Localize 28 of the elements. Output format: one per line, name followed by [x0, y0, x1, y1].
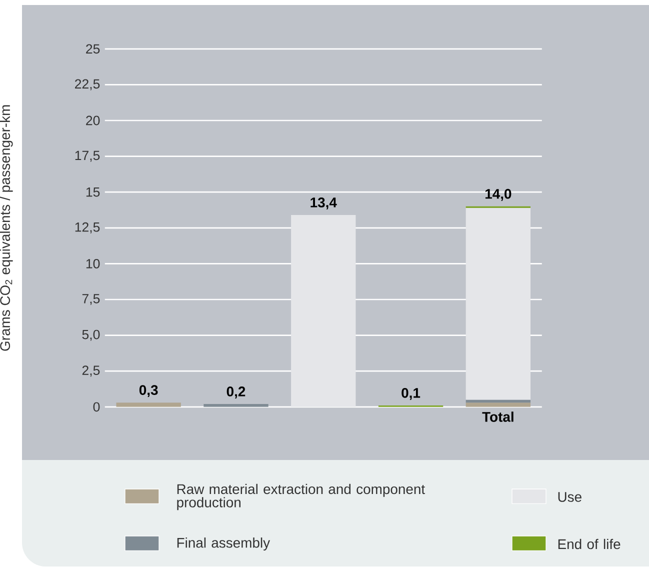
- y-tick-label: 5,0: [82, 330, 100, 341]
- y-tick-label: 2,5: [82, 366, 100, 377]
- bar: [466, 400, 531, 403]
- bar: [291, 215, 356, 407]
- total-label: 0,1: [402, 388, 420, 400]
- legend-label: End of life: [558, 538, 620, 550]
- bar: [466, 402, 531, 407]
- y-tick-label: 25: [86, 44, 100, 54]
- legend-label: Use: [558, 492, 582, 502]
- x-tick-label: Total: [482, 412, 514, 422]
- total-label: 0,2: [226, 386, 246, 398]
- bar: [466, 208, 531, 400]
- y-tick-label: 17,5: [75, 150, 100, 162]
- y-tick-label: 0: [93, 402, 100, 412]
- y-tick-label: 22,5: [75, 79, 100, 90]
- y-tick-label: 7,5: [82, 294, 100, 305]
- y-axis-title: Grams CO$_{2}$ equivalents / passenger-km: [0, 105, 13, 351]
- y-tick-label: 20: [86, 116, 100, 126]
- total-label: 13,4: [310, 198, 337, 210]
- total-label: 14,0: [485, 188, 512, 201]
- legend-label: Final assembly: [177, 538, 270, 551]
- bar: [204, 404, 268, 407]
- bar: [116, 402, 181, 407]
- legend-label: Raw material extraction and component production: [177, 484, 425, 510]
- y-tick-label: 12,5: [75, 222, 100, 234]
- total-label: 0,3: [139, 385, 158, 398]
- y-tick-label: 10: [86, 259, 100, 268]
- y-tick-label: 15: [86, 187, 100, 197]
